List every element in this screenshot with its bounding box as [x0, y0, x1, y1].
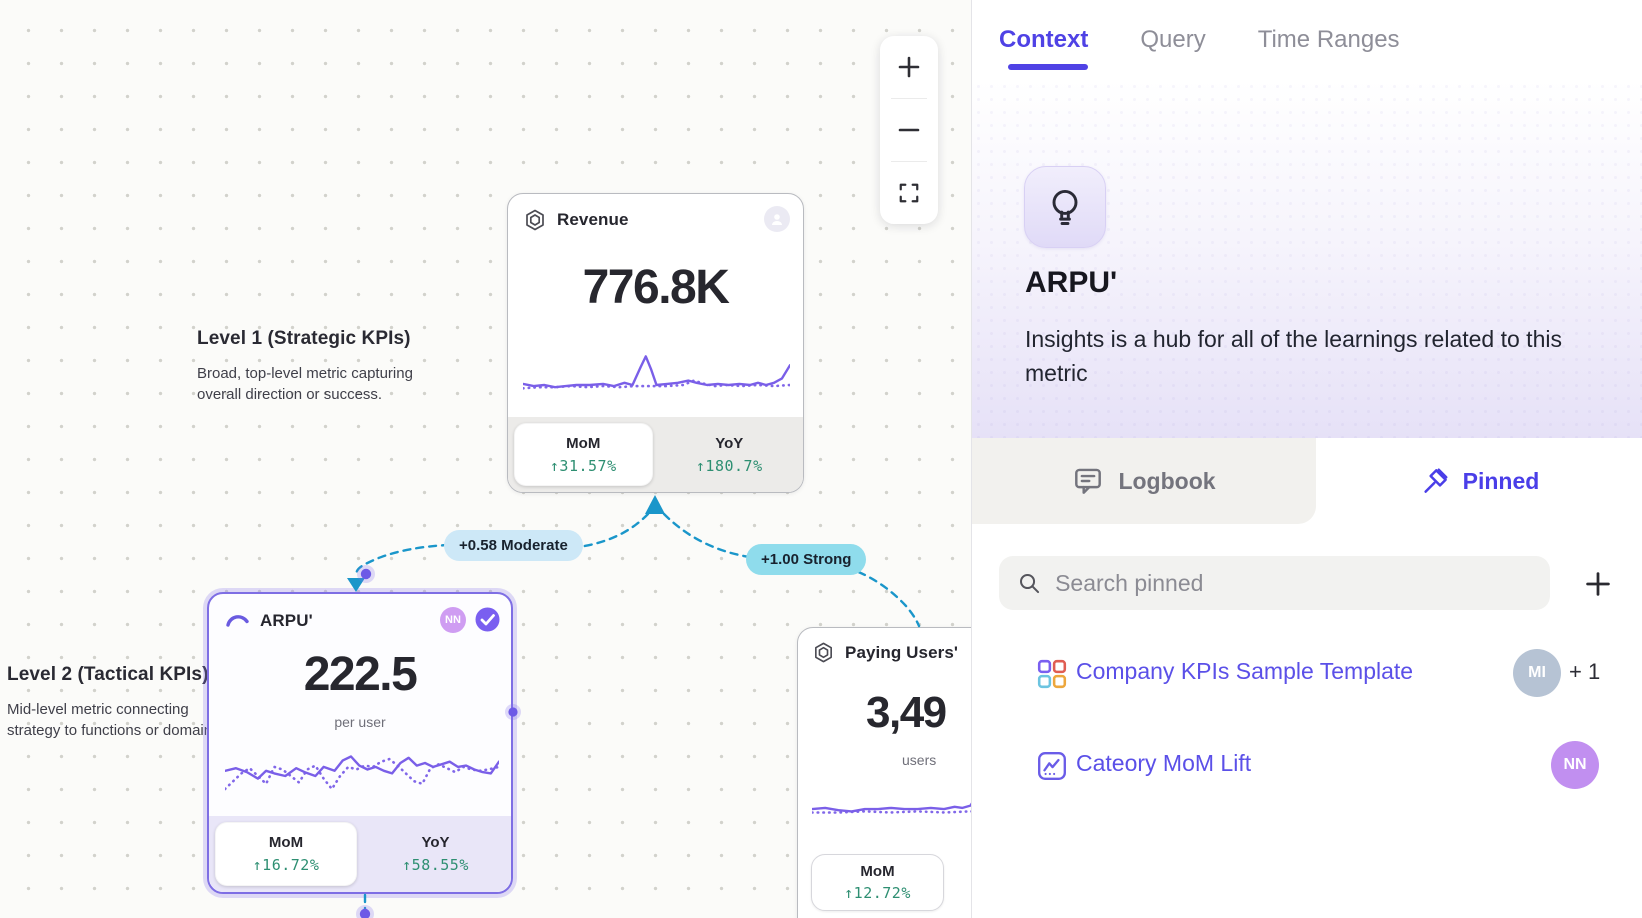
- mom-value: ↑12.72%: [844, 884, 911, 902]
- level2-title: Level 2 (Tactical KPIs): [7, 664, 209, 685]
- active-tab-indicator: [1008, 64, 1088, 70]
- arrowhead-into-revenue: [645, 495, 665, 514]
- arpu-right-handle[interactable]: [508, 707, 518, 717]
- pinned-label: Pinned: [1462, 467, 1540, 494]
- canvas-zoom-toolbar: [880, 36, 938, 224]
- verified-badge-icon: [475, 607, 500, 632]
- metric-hexagon-icon: [815, 642, 832, 663]
- search-icon: [1020, 573, 1040, 594]
- level2-annotation: Level 2 (Tactical KPIs) Mid-level metric…: [7, 664, 224, 741]
- template-grid-icon: [1036, 658, 1068, 695]
- logbook-pinned-switch: Logbook Pinned: [972, 438, 1642, 524]
- context-description: Insights is a hub for all of the learnin…: [1025, 326, 1562, 386]
- card-title: Paying Users': [845, 642, 959, 662]
- logbook-comment-icon: [1075, 468, 1102, 494]
- edge-label-moderate[interactable]: +0.58 Moderate: [444, 530, 583, 561]
- level1-title: Level 1 (Strategic KPIs): [197, 328, 411, 349]
- mom-stat[interactable]: MoM ↑31.57%: [514, 423, 653, 486]
- sidebar-tab-bar: Context Query Time Ranges: [972, 0, 1642, 80]
- minus-icon: [898, 128, 920, 132]
- yoy-label: YoY: [421, 834, 450, 851]
- metric-value: 222.5: [303, 648, 418, 701]
- pinned-tab[interactable]: Pinned: [1316, 438, 1642, 524]
- pinned-item-company-kpis[interactable]: Company KPIs Sample Template MI + 1: [972, 646, 1642, 700]
- level1-description-line1: Broad, top-level metric capturing: [197, 365, 413, 382]
- plus-icon: [1586, 572, 1610, 596]
- fit-view-icon: [899, 183, 919, 203]
- avatar: MI: [1513, 649, 1561, 697]
- pinned-item-cateory-mom-lift[interactable]: Cateory MoM Lift NN: [972, 738, 1642, 792]
- add-pinned-button[interactable]: [1580, 566, 1616, 602]
- logbook-tab[interactable]: Logbook: [972, 438, 1316, 524]
- yoy-value: ↑180.7%: [695, 456, 763, 475]
- lightbulb-icon: [1052, 189, 1078, 225]
- pinned-item-label[interactable]: Cateory MoM Lift: [1076, 750, 1252, 776]
- mom-stat[interactable]: MoM ↑16.72%: [215, 822, 357, 886]
- plus-icon: [898, 56, 920, 78]
- mom-value: ↑16.72%: [252, 856, 320, 874]
- mom-label: MoM: [566, 434, 601, 452]
- tab-time-ranges[interactable]: Time Ranges: [1257, 26, 1400, 53]
- mom-stat[interactable]: MoM ↑12.72%: [811, 854, 944, 911]
- card-title: ARPU': [260, 611, 313, 630]
- fit-view-button[interactable]: [880, 162, 938, 224]
- extra-collaborators-count: + 1: [1569, 659, 1601, 684]
- zoom-in-button[interactable]: [880, 36, 938, 98]
- pinned-item-label[interactable]: Company KPIs Sample Template: [1076, 658, 1414, 684]
- arrowhead-into-arpu: [347, 578, 365, 592]
- avatar: NN: [1551, 741, 1599, 789]
- metric-unit: users: [902, 752, 937, 768]
- tab-context[interactable]: Context: [999, 26, 1089, 53]
- mom-value: ↑31.57%: [549, 456, 617, 475]
- level1-description-line2: overall direction or success.: [197, 386, 383, 403]
- person-icon: [772, 214, 782, 225]
- card-title: Revenue: [557, 210, 629, 229]
- search-pinned-box[interactable]: [999, 556, 1550, 610]
- pinned-search-row: [972, 556, 1642, 610]
- level2-description-line1: Mid-level metric connecting: [7, 701, 189, 718]
- context-panel: ARPU' Insights is a hub for all of the l…: [972, 80, 1642, 438]
- metric-value: 776.8K: [582, 261, 730, 314]
- yoy-stat[interactable]: YoY ↑180.7%: [656, 417, 804, 492]
- details-sidebar: Context Query Time Ranges ARPU' Insights…: [971, 0, 1642, 918]
- metric-value: 3,49: [866, 688, 947, 737]
- yoy-value: ↑58.55%: [402, 856, 469, 874]
- arpu-bottom-handle[interactable]: [359, 908, 371, 918]
- mom-label: MoM: [860, 863, 895, 880]
- edge-label-strong[interactable]: +1.00 Strong: [746, 544, 867, 575]
- chart-icon: [1036, 750, 1068, 787]
- context-metric-name: ARPU': [1025, 266, 1118, 299]
- insight-tile[interactable]: [1024, 166, 1106, 248]
- arpu-top-handle[interactable]: [360, 568, 372, 580]
- level1-annotation: Level 1 (Strategic KPIs) Broad, top-leve…: [197, 328, 413, 405]
- owner-avatar: [764, 206, 790, 232]
- mom-label: MoM: [268, 834, 304, 851]
- tab-query[interactable]: Query: [1140, 26, 1206, 53]
- sparkline: [523, 355, 790, 390]
- level2-description-line2: strategy to functions or domains.: [7, 722, 224, 739]
- zoom-out-button[interactable]: [880, 99, 938, 161]
- sparkline: [225, 755, 499, 791]
- metric-card-arpu[interactable]: ARPU' NN 222.5 per user MoM ↑16.72% YoY …: [207, 592, 513, 894]
- yoy-label: YoY: [715, 434, 744, 452]
- pushpin-icon: [1424, 468, 1448, 493]
- collaborator-avatar: NN: [440, 606, 466, 633]
- metric-card-revenue[interactable]: Revenue 776.8K MoM ↑31.57% YoY ↑180.7%: [507, 193, 804, 493]
- arc-metric-icon: [226, 615, 249, 627]
- logbook-label: Logbook: [1118, 467, 1216, 494]
- metric-hexagon-icon: [526, 209, 544, 231]
- metric-unit: per user: [334, 714, 386, 730]
- search-pinned-input[interactable]: [1055, 569, 1532, 597]
- yoy-stat[interactable]: YoY ↑58.55%: [360, 816, 511, 892]
